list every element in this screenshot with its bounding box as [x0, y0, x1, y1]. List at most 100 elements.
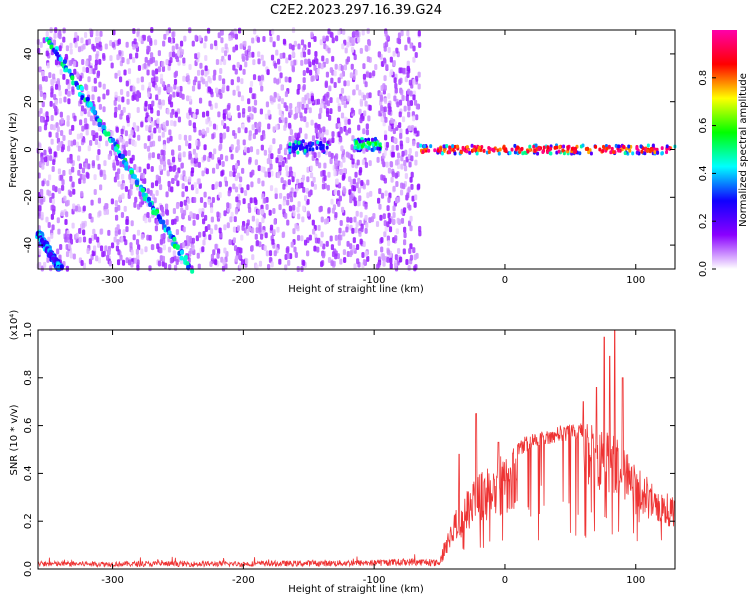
- snr-frame: [37, 329, 676, 570]
- spectrogram-heatmap: [35, 27, 677, 274]
- heatmap-cell: [342, 230, 346, 237]
- heatmap-cell: [379, 214, 383, 221]
- heatmap-cell: [269, 224, 274, 231]
- heatmap-cell: [146, 188, 150, 195]
- heatmap-cell: [300, 59, 304, 66]
- heatmap-cell: [85, 171, 89, 178]
- heatmap-cell: [127, 150, 131, 157]
- heatmap-cell: [387, 102, 391, 109]
- heatmap-cell: [362, 94, 367, 101]
- heatmap-cell: [85, 129, 89, 136]
- heatmap-cell: [88, 213, 92, 220]
- heatmap-cell: [314, 127, 318, 134]
- heatmap-cell: [149, 133, 154, 140]
- heatmap-cell: [292, 210, 296, 217]
- heatmap-cell: [78, 163, 83, 170]
- heatmap-cell: [223, 247, 227, 254]
- heatmap-cell: [398, 256, 403, 263]
- heatmap-feature-cell: [610, 146, 614, 151]
- heatmap-cell: [366, 255, 370, 262]
- heatmap-cell: [349, 251, 353, 258]
- heatmap-feature-cell: [520, 146, 524, 151]
- heatmap-cell: [292, 228, 296, 235]
- heatmap-cell: [222, 259, 226, 266]
- heatmap-cell: [85, 123, 89, 130]
- heatmap-cell: [158, 184, 163, 191]
- heatmap-cell: [334, 234, 338, 241]
- heatmap-cell: [366, 27, 370, 34]
- heatmap-cell: [97, 241, 101, 248]
- heatmap-cell: [116, 173, 120, 180]
- heatmap-cell: [219, 137, 223, 144]
- heatmap-cell: [207, 198, 211, 205]
- heatmap-cell: [161, 131, 165, 138]
- heatmap-cell: [155, 190, 159, 197]
- heatmap-cell: [190, 184, 195, 191]
- heatmap-cell: [114, 230, 118, 237]
- heatmap-cell: [73, 115, 77, 122]
- heatmap-cell: [330, 152, 334, 159]
- heatmap-cell: [396, 196, 401, 203]
- heatmap-cell: [166, 170, 170, 177]
- heatmap-cell: [137, 134, 141, 141]
- heatmap-cell: [353, 54, 357, 61]
- heatmap-cell: [343, 80, 347, 87]
- heatmap-feature-cell: [92, 109, 97, 115]
- heatmap-cell: [126, 58, 130, 65]
- heatmap-cell: [257, 51, 261, 58]
- heatmap-cell: [315, 160, 319, 167]
- heatmap-cell: [232, 46, 236, 53]
- heatmap-cell: [386, 249, 391, 256]
- heatmap-cell: [266, 158, 270, 165]
- heatmap-cell: [77, 206, 82, 213]
- heatmap-cell: [265, 203, 269, 210]
- heatmap-cell: [309, 165, 314, 172]
- heatmap-feature-cell: [594, 144, 598, 149]
- heatmap-cell: [291, 65, 295, 72]
- heatmap-cell: [198, 182, 202, 189]
- heatmap-cell: [352, 185, 357, 192]
- heatmap-cell: [163, 262, 168, 269]
- heatmap-cell: [208, 100, 212, 107]
- heatmap-cell: [251, 169, 255, 176]
- heatmap-cell: [303, 116, 307, 123]
- heatmap-cell: [236, 144, 241, 151]
- heatmap-cell: [121, 192, 125, 199]
- heatmap-feature-cell: [305, 144, 309, 149]
- heatmap-cell: [87, 38, 91, 45]
- heatmap-cell: [402, 67, 406, 74]
- heatmap-cell: [330, 198, 334, 205]
- heatmap-cell: [46, 180, 50, 187]
- heatmap-cell: [93, 245, 97, 252]
- heatmap-cell: [133, 141, 137, 148]
- heatmap-cell: [327, 257, 332, 264]
- heatmap-cell: [130, 139, 135, 146]
- heatmap-cell: [148, 124, 152, 131]
- heatmap-cell: [41, 101, 45, 108]
- heatmap-cell: [383, 231, 387, 238]
- heatmap-cell: [354, 171, 358, 178]
- heatmap-cell: [176, 91, 180, 98]
- heatmap-cell: [278, 109, 282, 116]
- heatmap-cell: [148, 82, 152, 89]
- heatmap-cell: [197, 161, 201, 168]
- heatmap-cell: [365, 123, 369, 130]
- heatmap-cell: [114, 106, 118, 113]
- heatmap-cell: [188, 235, 192, 242]
- heatmap-cell: [296, 88, 300, 95]
- heatmap-cell: [410, 124, 415, 131]
- heatmap-cell: [181, 183, 185, 190]
- heatmap-cell: [311, 219, 315, 226]
- heatmap-cell: [183, 35, 187, 42]
- heatmap-cell: [150, 166, 154, 173]
- heatmap-cell: [180, 162, 184, 169]
- heatmap-cell: [234, 33, 238, 40]
- heatmap-cell: [158, 164, 162, 171]
- heatmap-cell: [171, 45, 175, 52]
- heatmap-cell: [121, 96, 125, 103]
- heatmap-cell: [354, 69, 358, 76]
- heatmap-cell: [162, 144, 167, 151]
- heatmap-cell: [120, 236, 124, 243]
- heatmap-cell: [165, 191, 169, 198]
- heatmap-cell: [401, 116, 406, 123]
